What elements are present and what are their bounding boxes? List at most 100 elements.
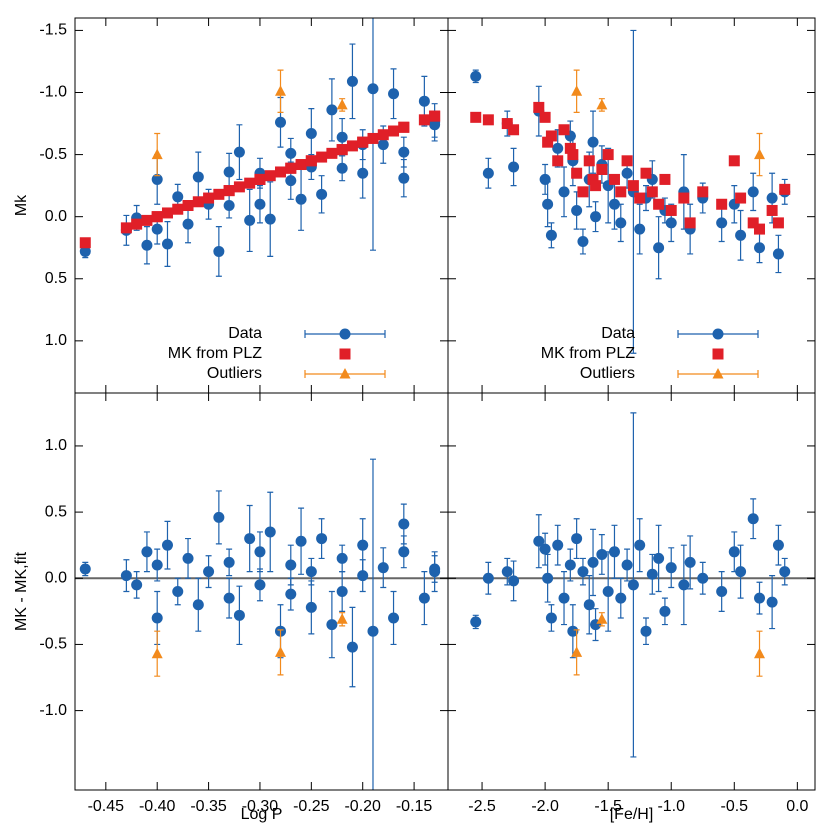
x-tick-label: -0.30 <box>242 798 279 815</box>
data-point <box>305 127 317 139</box>
model-point <box>754 223 766 235</box>
model-point <box>305 155 317 167</box>
data-point <box>172 191 184 203</box>
model-point <box>285 162 297 174</box>
data-point <box>772 539 784 551</box>
data-point <box>735 566 747 578</box>
model-point <box>508 124 520 136</box>
legend-marker <box>712 328 724 340</box>
y-tick-label: 1.0 <box>45 332 67 349</box>
model-point <box>583 155 595 167</box>
data-point <box>508 161 520 173</box>
outlier-point <box>754 148 766 160</box>
model-point <box>213 188 225 200</box>
data-point <box>684 556 696 568</box>
model-point <box>552 155 564 167</box>
model-point <box>779 183 791 195</box>
model-point <box>346 140 358 152</box>
model-point <box>131 218 143 230</box>
data-point <box>602 586 614 597</box>
legend-label: Data <box>228 325 262 342</box>
data-point <box>264 213 276 225</box>
model-point <box>470 111 482 123</box>
outlier-point <box>275 646 287 657</box>
data-point <box>254 198 266 210</box>
data-point <box>539 173 551 185</box>
data-point <box>659 605 671 617</box>
y-tick-label: 0.5 <box>45 270 67 287</box>
data-point <box>577 236 589 248</box>
data-point <box>552 142 564 154</box>
data-point <box>131 579 143 591</box>
x-tick-label: -2.5 <box>468 798 496 815</box>
y-tick-label: -0.5 <box>39 636 67 653</box>
data-point <box>244 533 256 545</box>
data-point <box>678 579 690 591</box>
outlier-point <box>596 613 608 624</box>
data-point <box>545 229 557 241</box>
outlier-point <box>596 98 608 110</box>
model-point <box>621 155 633 167</box>
data-point <box>182 218 194 230</box>
model-point <box>233 181 245 193</box>
model-point <box>697 186 709 198</box>
data-point <box>377 562 389 574</box>
model-point <box>659 173 671 185</box>
model-point <box>539 111 551 123</box>
outlier-point <box>754 647 766 659</box>
data-point <box>244 214 256 226</box>
data-point <box>264 526 276 538</box>
data-point <box>621 167 633 179</box>
model-point <box>567 149 579 161</box>
model-point <box>564 142 576 154</box>
model-point <box>357 136 369 148</box>
data-point <box>587 136 599 148</box>
model-point <box>367 132 379 144</box>
x-tick-label: -0.25 <box>293 798 330 815</box>
data-point <box>429 563 441 575</box>
data-point <box>161 539 173 551</box>
data-point <box>608 546 620 558</box>
data-point <box>728 546 740 558</box>
data-point <box>213 511 225 523</box>
data-point <box>634 539 646 551</box>
model-point <box>388 125 400 137</box>
model-point <box>151 211 163 223</box>
data-point <box>571 204 583 216</box>
outlier-point <box>336 98 348 110</box>
data-point <box>640 625 652 637</box>
model-point <box>141 214 153 226</box>
data-point <box>418 592 430 604</box>
data-point <box>542 198 554 210</box>
legend-marker <box>712 368 724 379</box>
model-point <box>716 198 728 210</box>
x-tick-label: -0.45 <box>88 798 125 815</box>
data-point <box>470 70 482 82</box>
model-point <box>336 144 348 156</box>
data-point <box>653 242 665 254</box>
data-point <box>336 162 348 174</box>
data-point <box>223 592 235 604</box>
legend-label: Data <box>601 325 635 342</box>
model-point <box>545 130 557 142</box>
model-point <box>678 192 690 204</box>
data-point <box>305 601 317 613</box>
data-point <box>305 566 317 578</box>
data-point <box>285 559 297 571</box>
data-point <box>254 579 266 591</box>
legend-marker <box>339 368 351 379</box>
data-point <box>429 119 441 131</box>
plot-area <box>448 412 815 758</box>
data-point <box>735 229 747 241</box>
outlier-point <box>275 85 287 96</box>
model-point <box>79 237 91 249</box>
data-point <box>151 173 163 185</box>
data-point <box>295 535 307 547</box>
model-point <box>684 217 696 229</box>
model-point <box>653 198 665 210</box>
data-point <box>398 518 410 530</box>
data-point <box>120 570 132 582</box>
data-point <box>747 186 759 198</box>
legend-label: Outliers <box>207 365 262 382</box>
